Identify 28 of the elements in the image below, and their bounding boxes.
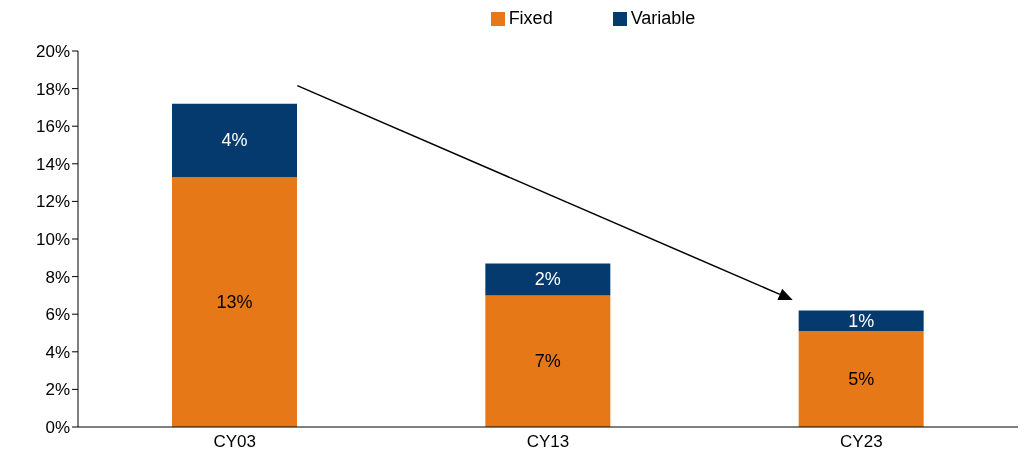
data-label: 7%	[534, 351, 561, 372]
x-tick-label: CY03	[213, 432, 256, 452]
y-tick-label: 0%	[45, 418, 70, 438]
y-tick-label: 16%	[35, 117, 70, 137]
bar	[172, 176, 297, 427]
bar	[485, 263, 611, 296]
data-label: 13%	[216, 291, 253, 312]
data-label: 4%	[221, 130, 248, 151]
legend-label: Variable	[630, 8, 696, 28]
x-tick-label: CY13	[526, 432, 570, 452]
legend-label: Fixed	[508, 8, 553, 28]
data-label: 1%	[848, 310, 875, 331]
y-tick-label: 18%	[35, 79, 70, 99]
bar	[485, 295, 611, 427]
y-tick-label: 2%	[45, 380, 70, 400]
bar	[172, 103, 297, 177]
y-tick-label: 8%	[45, 267, 70, 287]
y-tick-label: 6%	[45, 305, 70, 325]
data-label: 5%	[848, 369, 875, 390]
bar	[798, 310, 924, 332]
y-tick-label: 4%	[45, 342, 70, 362]
x-tick-label: CY23	[840, 432, 883, 452]
y-tick-label: 12%	[35, 192, 70, 212]
y-tick-label: 20%	[35, 42, 70, 62]
bar	[798, 331, 924, 427]
data-label: 2%	[534, 269, 561, 290]
y-tick-label: 14%	[35, 154, 70, 174]
y-tick-label: 10%	[35, 230, 70, 250]
